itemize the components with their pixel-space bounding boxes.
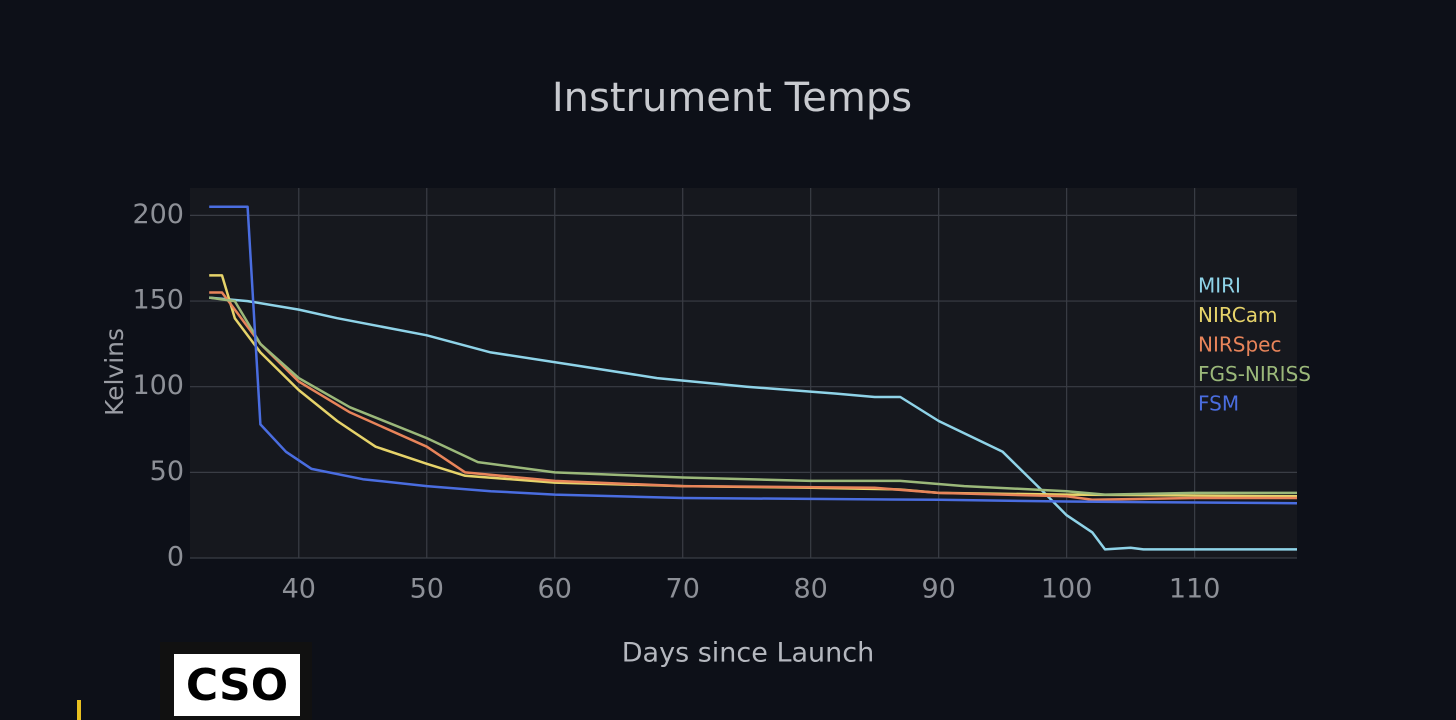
x-tick-label: 90	[921, 574, 955, 605]
y-axis-label: Kelvins	[100, 328, 129, 416]
series-line	[209, 296, 1297, 551]
series-line	[209, 205, 1298, 505]
series-line	[209, 291, 1297, 502]
accent-bar	[77, 700, 81, 720]
x-tick-label: 100	[1041, 574, 1093, 605]
legend-label: MIRI	[1198, 274, 1241, 298]
chart-title: Instrument Temps	[552, 75, 912, 121]
legend-label: NIRSpec	[1198, 333, 1281, 357]
y-tick-label: 100	[132, 370, 184, 401]
x-tick-label: 50	[410, 574, 444, 605]
x-tick-label: 70	[666, 574, 700, 605]
y-tick-label: 0	[167, 542, 184, 573]
x-tick-label: 60	[538, 574, 572, 605]
x-tick-label: 40	[282, 574, 316, 605]
logo-bg	[174, 654, 300, 716]
x-tick-label: 110	[1169, 574, 1221, 605]
legend-label: FGS-NIRISS	[1198, 362, 1311, 386]
legend-label: FSM	[1198, 392, 1239, 416]
y-tick-label: 50	[150, 456, 184, 487]
x-axis-label: Days since Launch	[622, 638, 874, 669]
x-tick-label: 80	[794, 574, 828, 605]
y-tick-label: 200	[132, 199, 184, 230]
plot-area	[190, 188, 1297, 558]
y-tick-label: 150	[132, 285, 184, 316]
series-line	[209, 296, 1297, 496]
logo: CSO	[186, 660, 288, 711]
legend-label: NIRCam	[1198, 303, 1277, 327]
